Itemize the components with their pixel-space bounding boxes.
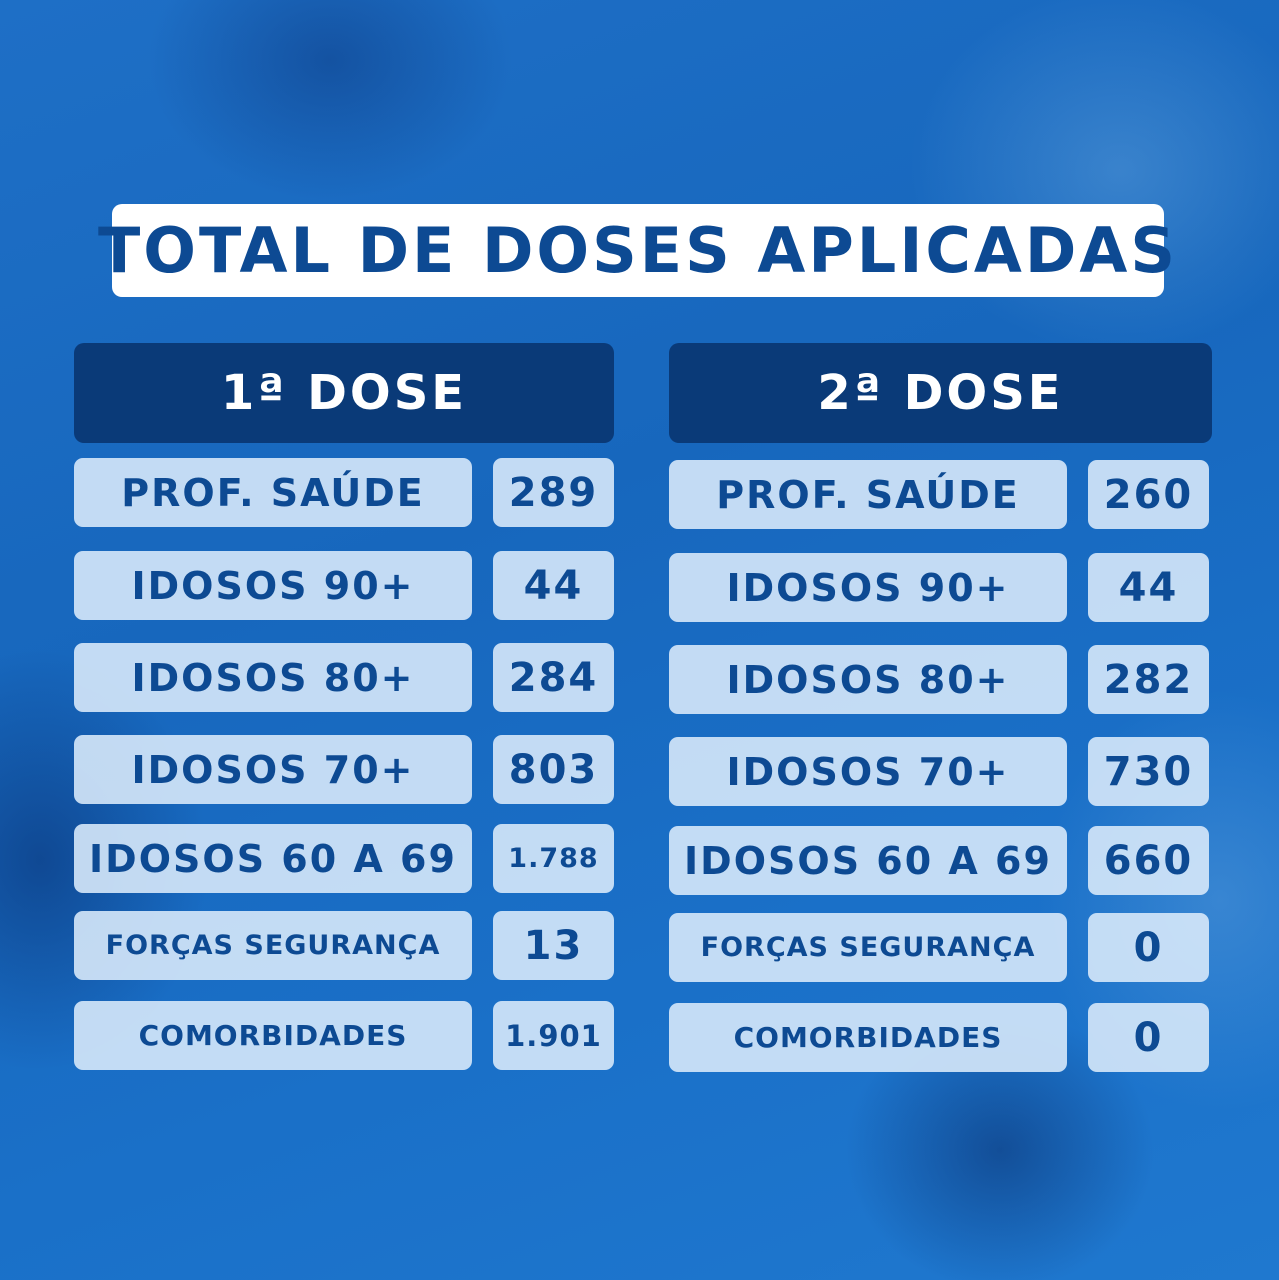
dose2-row-prof-saude-value: 260 xyxy=(1088,460,1209,529)
title-banner: TOTAL DE DOSES APLICADAS xyxy=(98,204,1175,297)
dose2-row-forcas-label: FORÇAS SEGURANÇA xyxy=(669,913,1067,982)
dose1-row-idosos60-value: 1.788 xyxy=(493,824,614,893)
page-title: TOTAL DE DOSES APLICADAS xyxy=(98,214,1178,287)
dose1-row-idosos70-value: 803 xyxy=(493,735,614,804)
dose1-row-prof-saude-label: PROF. SAÚDE xyxy=(74,458,472,527)
dose2-row-idosos90-label: IDOSOS 90+ xyxy=(669,553,1067,622)
dose1-header: 1ª DOSE xyxy=(74,343,614,443)
dose2-row-idosos80-value: 282 xyxy=(1088,645,1209,714)
dose1-row-idosos90-label: IDOSOS 90+ xyxy=(74,551,472,620)
dose1-row-forcas-value: 13 xyxy=(493,911,614,980)
dose2-row-idosos60-label: IDOSOS 60 A 69 xyxy=(669,826,1067,895)
dose1-row-idosos60-label: IDOSOS 60 A 69 xyxy=(74,824,472,893)
dose2-row-idosos90-value: 44 xyxy=(1088,553,1209,622)
dose2-row-idosos60-value: 660 xyxy=(1088,826,1209,895)
dose2-row-comorbidades-value: 0 xyxy=(1088,1003,1209,1072)
dose1-row-idosos90-value: 44 xyxy=(493,551,614,620)
dose1-row-comorbidades-value: 1.901 xyxy=(493,1001,614,1070)
dose1-row-idosos80-value: 284 xyxy=(493,643,614,712)
dose1-row-prof-saude-value: 289 xyxy=(493,458,614,527)
dose1-row-idosos80-label: IDOSOS 80+ xyxy=(74,643,472,712)
dose1-row-idosos70-label: IDOSOS 70+ xyxy=(74,735,472,804)
dose1-row-comorbidades-label: COMORBIDADES xyxy=(74,1001,472,1070)
dose2-row-idosos70-value: 730 xyxy=(1088,737,1209,806)
dose2-header: 2ª DOSE xyxy=(669,343,1212,443)
dose2-header-label: 2ª DOSE xyxy=(817,365,1064,421)
dose2-row-comorbidades-label: COMORBIDADES xyxy=(669,1003,1067,1072)
dose2-row-idosos70-label: IDOSOS 70+ xyxy=(669,737,1067,806)
dose1-row-forcas-label: FORÇAS SEGURANÇA xyxy=(74,911,472,980)
dose2-row-forcas-value: 0 xyxy=(1088,913,1209,982)
dose1-header-label: 1ª DOSE xyxy=(220,365,468,421)
dose2-row-idosos80-label: IDOSOS 80+ xyxy=(669,645,1067,714)
dose2-row-prof-saude-label: PROF. SAÚDE xyxy=(669,460,1067,529)
